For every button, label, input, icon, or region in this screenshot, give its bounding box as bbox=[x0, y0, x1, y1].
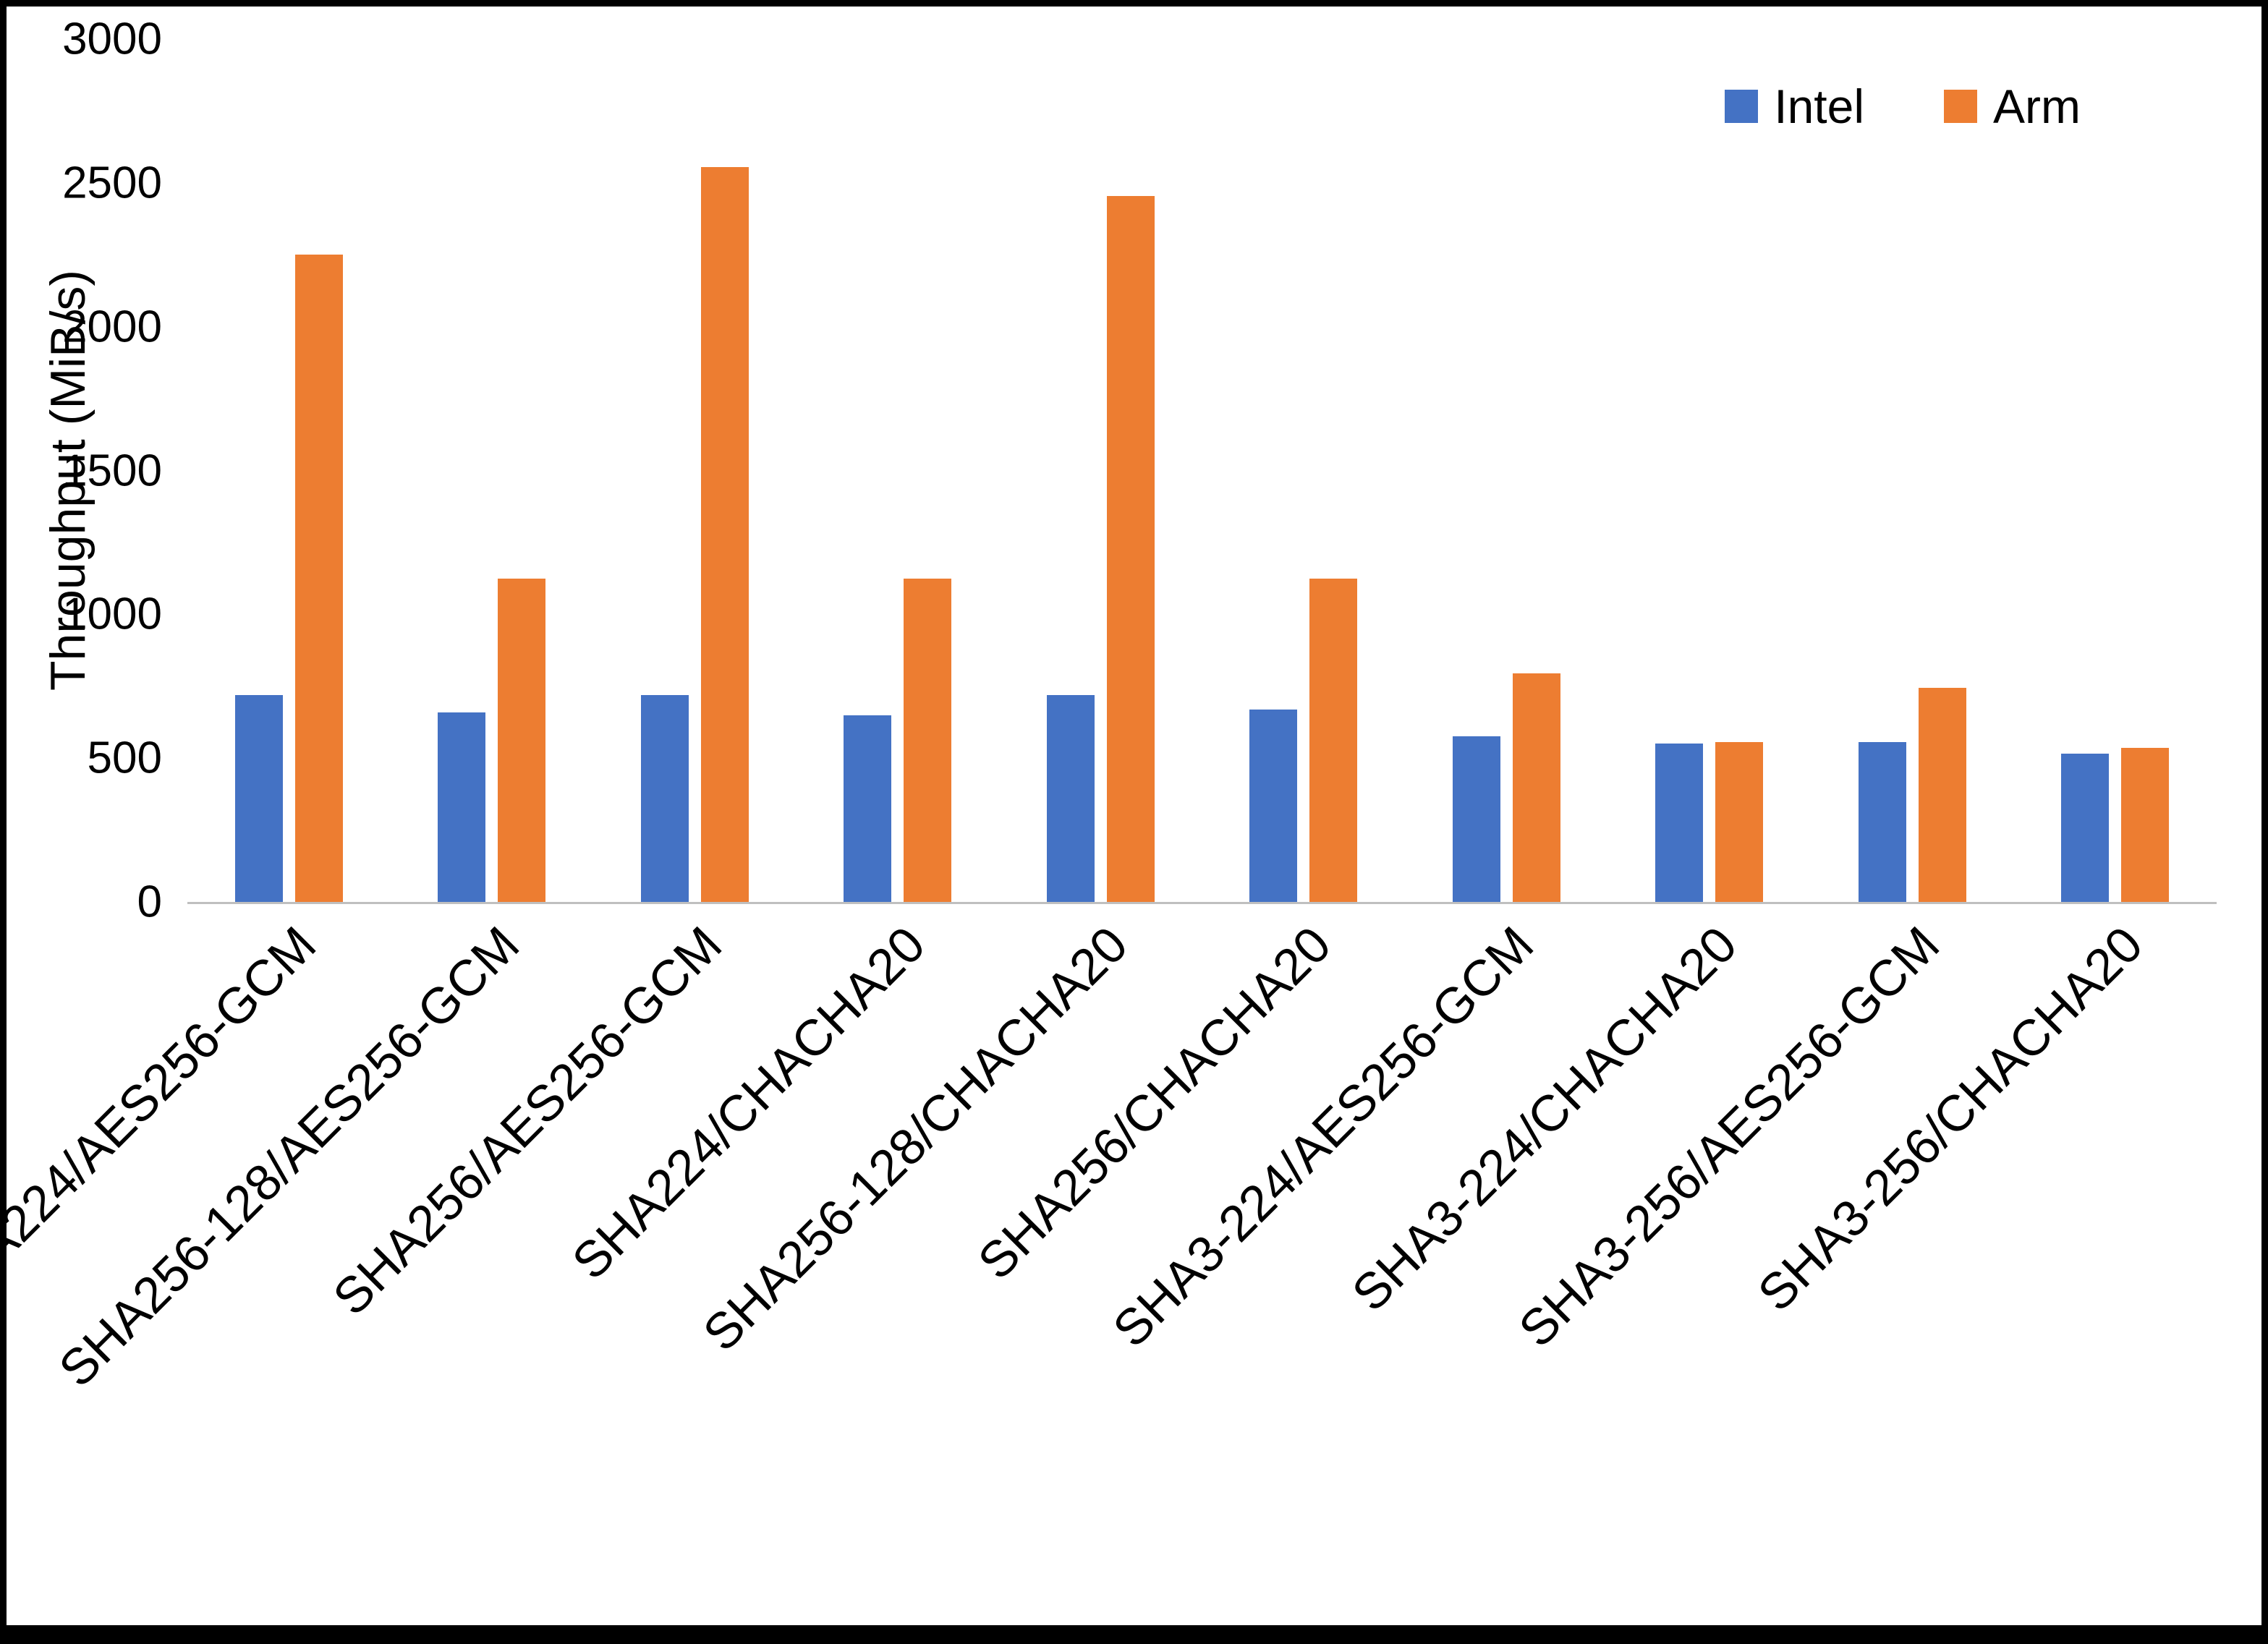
bar-arm bbox=[498, 578, 546, 902]
bar-intel bbox=[640, 694, 689, 902]
bar-intel bbox=[1249, 709, 1298, 902]
bar-group bbox=[187, 39, 391, 902]
x-axis-category-label: SHA3-224/CHACHA20 bbox=[1341, 916, 1748, 1322]
legend-item-intel: Intel bbox=[1725, 79, 1864, 134]
x-axis-category-label: SHA256/AES256-GCM bbox=[322, 916, 733, 1326]
x-axis-category-label: SHA3-256/AES256-GCM bbox=[1508, 916, 1950, 1358]
bar-arm bbox=[1918, 687, 1966, 902]
x-axis-category-label: SHA224/CHACHA20 bbox=[561, 916, 936, 1290]
bar-intel bbox=[1452, 736, 1500, 902]
bar-arm bbox=[1715, 742, 1764, 902]
bar-group bbox=[1608, 39, 1812, 902]
legend-swatch-icon bbox=[1944, 90, 1978, 123]
plot-area bbox=[187, 39, 2217, 904]
y-tick-label: 1000 bbox=[62, 589, 162, 639]
y-tick-label: 1500 bbox=[62, 446, 162, 495]
y-tick-label: 3000 bbox=[62, 14, 162, 64]
bar-group bbox=[999, 39, 1202, 902]
bar-intel bbox=[438, 712, 486, 902]
legend-swatch-icon bbox=[1725, 90, 1759, 123]
bar-series-container bbox=[187, 39, 2217, 902]
bar-arm bbox=[294, 255, 343, 902]
y-tick-label: 2000 bbox=[62, 302, 162, 352]
bar-arm bbox=[1512, 673, 1560, 902]
bar-group bbox=[593, 39, 797, 902]
bar-intel bbox=[1046, 694, 1095, 902]
legend-label: Intel bbox=[1774, 80, 1865, 133]
bar-intel bbox=[2061, 754, 2110, 902]
bar-group bbox=[1811, 39, 2014, 902]
chart-legend: Intel Arm bbox=[1725, 79, 2081, 134]
y-tick-label: 0 bbox=[137, 877, 162, 927]
x-axis-category-label: SHA256-128/CHACHA20 bbox=[692, 916, 1139, 1362]
x-axis-category-label: SHA3-256/CHACHA20 bbox=[1746, 916, 2154, 1322]
bar-group bbox=[797, 39, 1000, 902]
bar-intel bbox=[1655, 744, 1704, 902]
legend-item-arm: Arm bbox=[1944, 79, 2081, 134]
y-tick-label: 500 bbox=[87, 733, 162, 783]
bar-arm bbox=[1309, 578, 1358, 902]
bar-arm bbox=[904, 578, 952, 902]
bar-arm bbox=[2121, 748, 2170, 902]
bar-group bbox=[1405, 39, 1608, 902]
legend-label: Arm bbox=[1993, 80, 2081, 133]
bar-arm bbox=[1106, 195, 1155, 902]
bar-arm bbox=[700, 166, 749, 902]
y-tick-label: 2500 bbox=[62, 158, 162, 208]
bar-intel bbox=[1858, 742, 1906, 902]
bar-intel bbox=[844, 715, 892, 902]
x-axis-category-label: SHA3-224/AES256-GCM bbox=[1102, 916, 1545, 1358]
bar-group bbox=[2014, 39, 2217, 902]
bar-group bbox=[1202, 39, 1406, 902]
bar-group bbox=[391, 39, 594, 902]
bar-intel bbox=[234, 694, 283, 902]
x-axis-category-label: SHA256/CHACHA20 bbox=[967, 916, 1342, 1290]
